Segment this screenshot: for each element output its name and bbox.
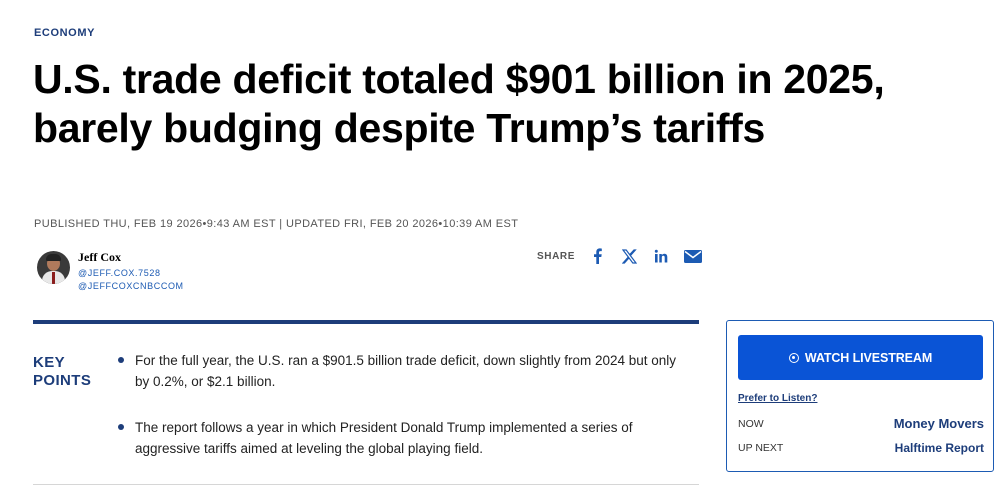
schedule-next-row: UP NEXT Halftime Report <box>738 441 984 455</box>
key-points-divider <box>33 320 699 324</box>
key-point-item: For the full year, the U.S. ran a $901.5… <box>118 350 678 392</box>
facebook-icon[interactable] <box>585 247 609 265</box>
linkedin-icon[interactable] <box>649 247 673 265</box>
author-handle-facebook[interactable]: @JEFF.COX.7528 <box>78 268 161 278</box>
section-divider <box>33 484 699 485</box>
prefer-to-listen-link[interactable]: Prefer to Listen? <box>738 393 818 404</box>
key-point-item: The report follows a year in which Presi… <box>118 417 678 459</box>
key-points-heading-line-2: POINTS <box>33 372 92 389</box>
watch-livestream-label: WATCH LIVESTREAM <box>804 350 933 365</box>
author-info: Jeff Cox @JEFF.COX.7528 @JEFFCOXCNBCCOM <box>78 250 184 291</box>
section-link[interactable]: ECONOMY <box>34 27 96 39</box>
key-points-list: For the full year, the U.S. ran a $901.5… <box>118 350 678 459</box>
key-point-text: For the full year, the U.S. ran a $901.5… <box>135 353 677 389</box>
timestamp-separator: | <box>275 218 286 230</box>
schedule-now-row: NOW Money Movers <box>738 416 984 431</box>
live-icon <box>788 352 799 363</box>
author-byline: Jeff Cox @JEFF.COX.7528 @JEFFCOXCNBCCOM <box>37 250 184 291</box>
share-bar: SHARE <box>537 247 713 265</box>
key-points-heading-line-1: KEY <box>33 354 66 371</box>
email-icon[interactable] <box>681 247 705 265</box>
key-point-text: The report follows a year in which Presi… <box>135 420 633 456</box>
x-icon[interactable] <box>617 247 641 265</box>
published-timestamp: PUBLISHED THU, FEB 19 2026•9:43 AM EST <box>34 218 276 230</box>
article-headline: U.S. trade deficit totaled $901 billion … <box>33 56 885 151</box>
now-show-link[interactable]: Money Movers <box>893 416 984 431</box>
up-next-label: UP NEXT <box>738 442 784 454</box>
key-points-heading: KEY POINTS <box>33 354 91 390</box>
watch-livestream-button[interactable]: WATCH LIVESTREAM <box>738 335 983 380</box>
author-name-link[interactable]: Jeff Cox <box>78 250 121 264</box>
bullet-icon <box>118 357 124 363</box>
author-handle-twitter[interactable]: @JEFFCOXCNBCCOM <box>78 281 184 291</box>
now-label: NOW <box>738 417 764 430</box>
updated-timestamp: UPDATED FRI, FEB 20 2026•10:39 AM EST <box>285 218 519 230</box>
share-label: SHARE <box>537 250 576 262</box>
livestream-panel: WATCH LIVESTREAM Prefer to Listen? NOW M… <box>726 320 994 472</box>
next-show-link[interactable]: Halftime Report <box>894 441 984 455</box>
bullet-icon <box>118 424 124 430</box>
author-avatar[interactable] <box>37 251 70 284</box>
article-timestamps: PUBLISHED THU, FEB 19 2026•9:43 AM EST |… <box>34 218 518 230</box>
